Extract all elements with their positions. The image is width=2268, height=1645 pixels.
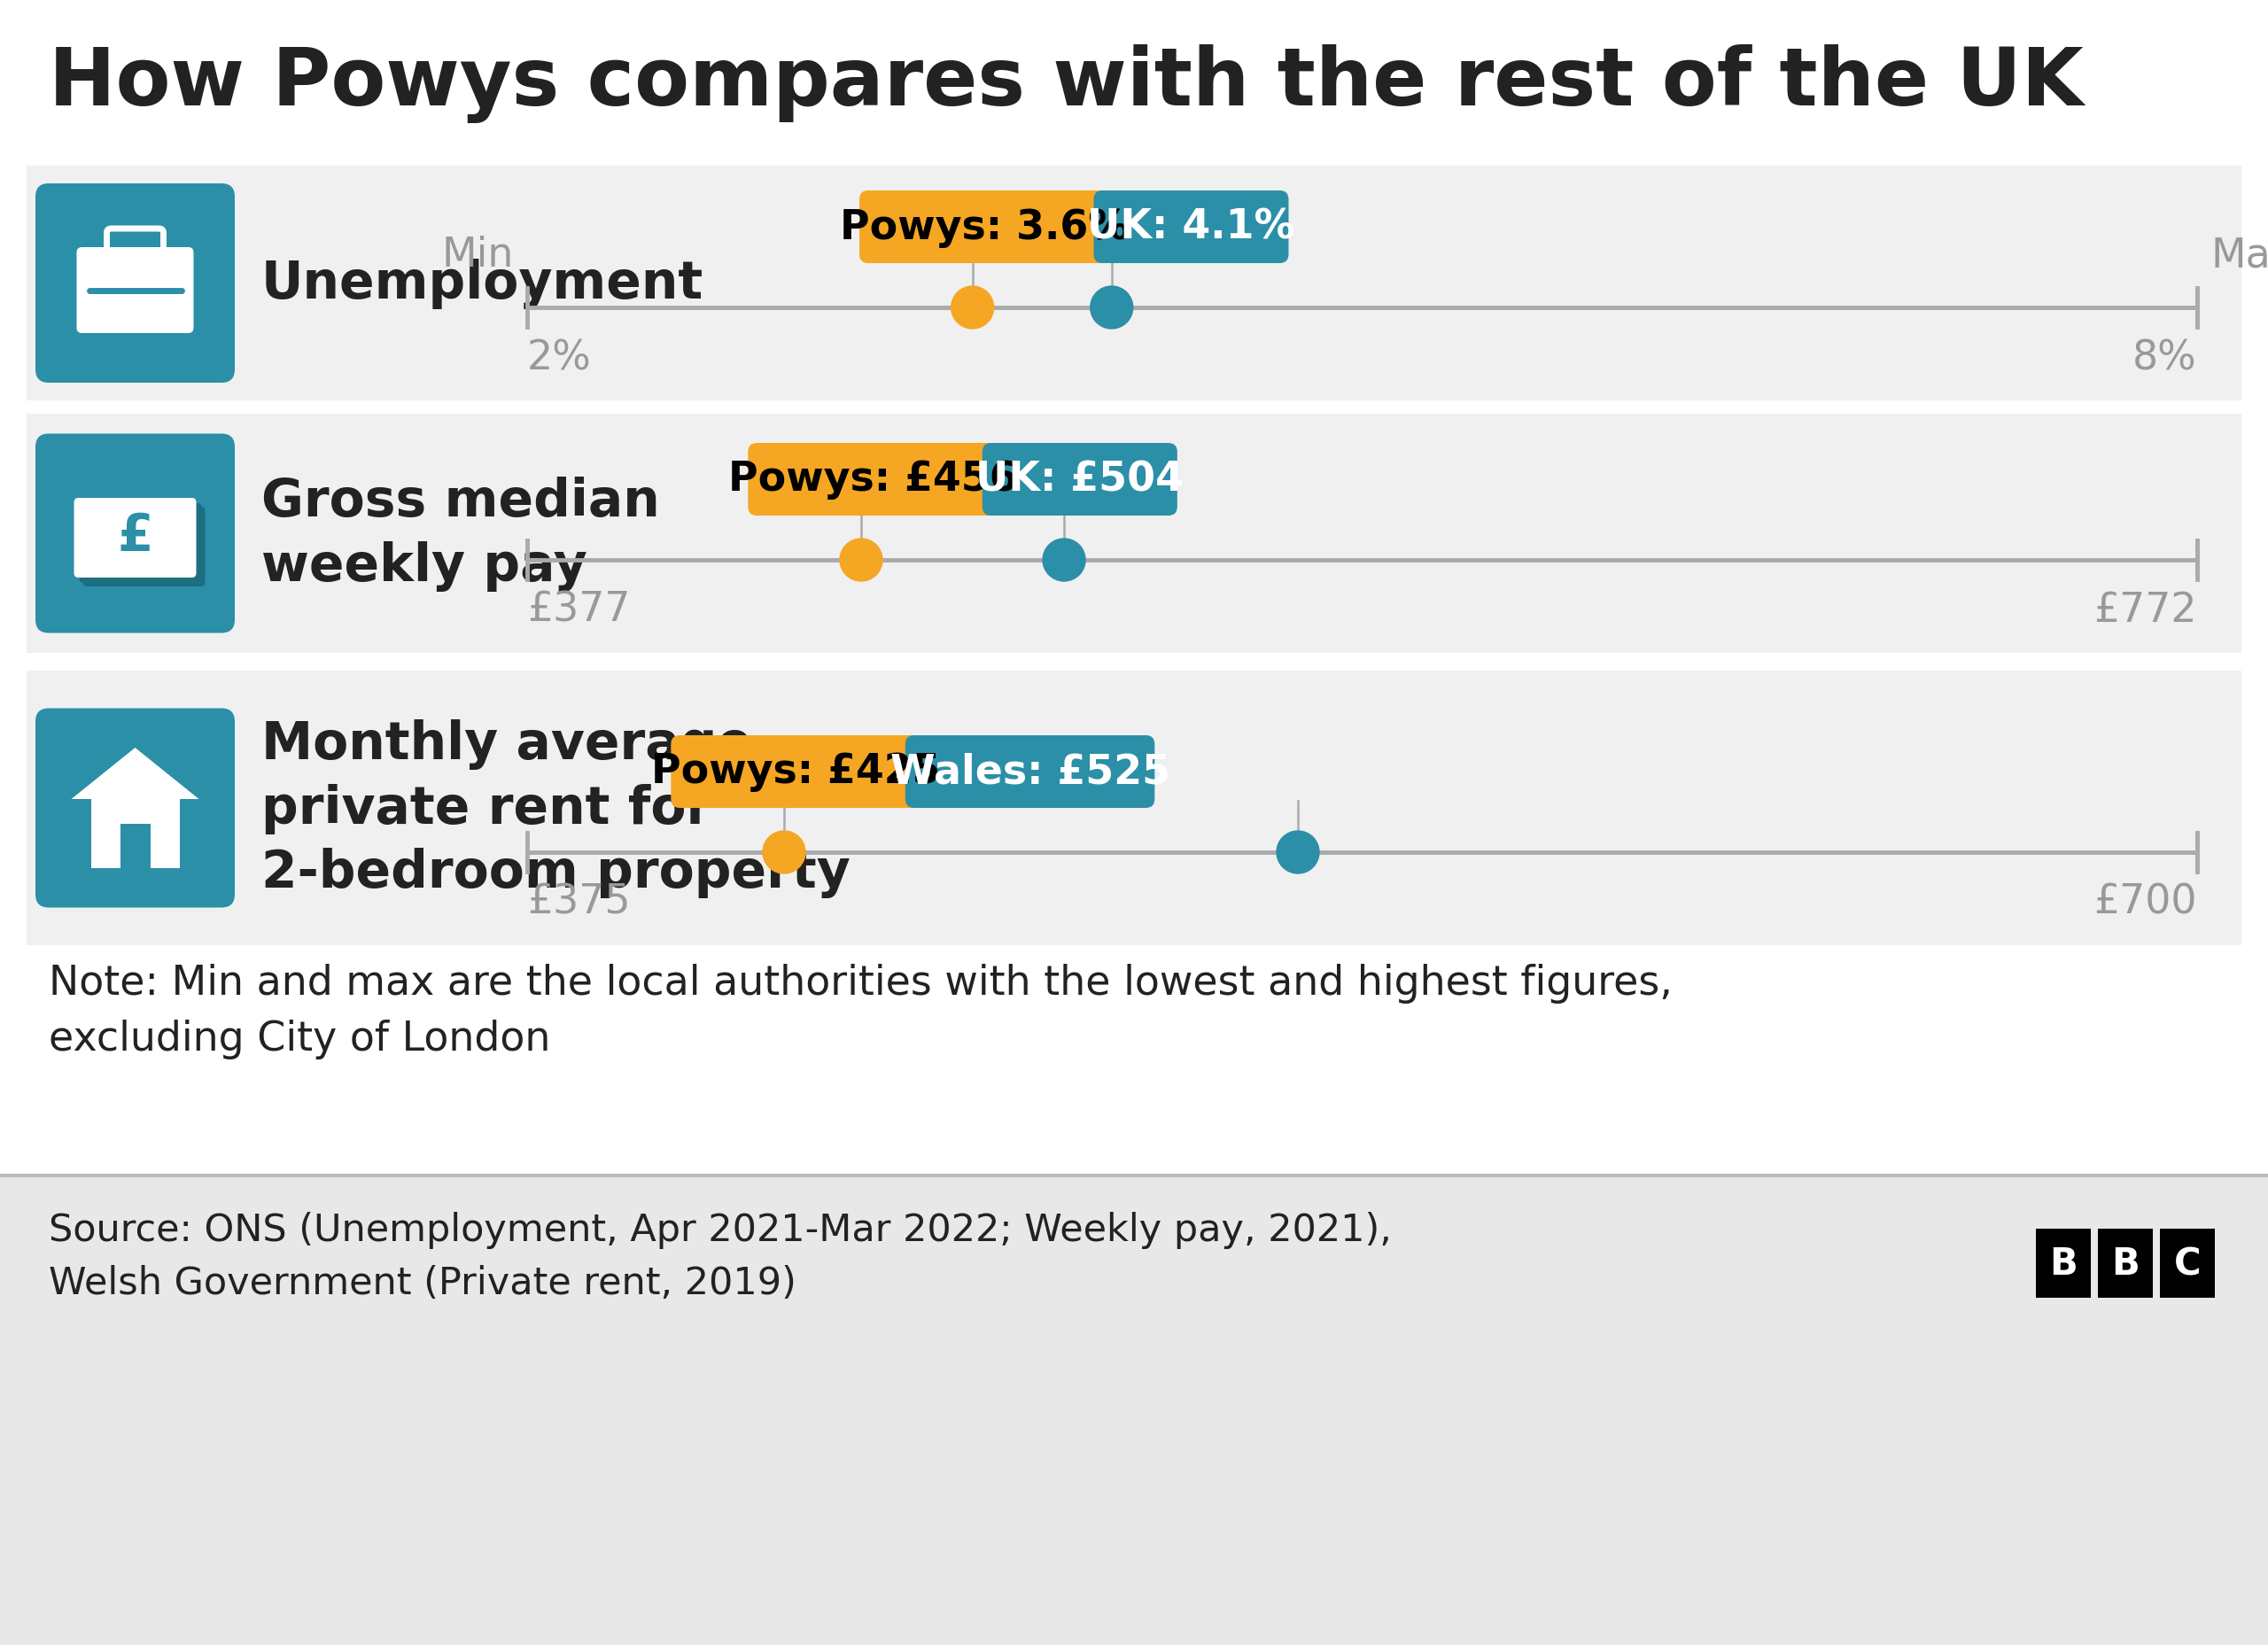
Text: How Powys compares with the rest of the UK: How Powys compares with the rest of the … <box>48 44 2084 123</box>
Bar <box>27 166 2241 401</box>
Circle shape <box>1091 286 1134 329</box>
Bar <box>2037 1229 2091 1298</box>
Text: UK: 4.1%: UK: 4.1% <box>1086 207 1295 247</box>
Bar <box>2098 1229 2152 1298</box>
Bar <box>120 824 150 869</box>
Circle shape <box>950 286 993 329</box>
Text: Max: Max <box>2211 235 2268 275</box>
Text: £772: £772 <box>2093 591 2198 630</box>
Text: £377: £377 <box>526 591 631 630</box>
Text: B: B <box>2112 1245 2139 1281</box>
Text: Source: ONS (Unemployment, Apr 2021-Mar 2022; Weekly pay, 2021),
Welsh Governmen: Source: ONS (Unemployment, Apr 2021-Mar … <box>48 1211 1393 1301</box>
Bar <box>2159 1229 2216 1298</box>
FancyBboxPatch shape <box>36 184 236 383</box>
Text: Powys: £425: Powys: £425 <box>651 752 941 791</box>
Text: C: C <box>2173 1245 2200 1281</box>
Text: Gross median
weekly pay: Gross median weekly pay <box>261 477 660 591</box>
Bar <box>91 799 179 869</box>
FancyBboxPatch shape <box>905 735 1154 808</box>
Bar <box>27 671 2241 946</box>
Text: Powys: 3.6%: Powys: 3.6% <box>839 207 1129 247</box>
Text: Monthly average
private rent for
2-bedroom property: Monthly average private rent for 2-bedro… <box>261 719 850 898</box>
Text: UK: £504: UK: £504 <box>975 461 1184 500</box>
FancyBboxPatch shape <box>982 444 1177 517</box>
FancyBboxPatch shape <box>77 248 193 334</box>
Text: £375: £375 <box>526 883 631 923</box>
Circle shape <box>762 831 805 873</box>
FancyBboxPatch shape <box>860 191 1109 263</box>
FancyBboxPatch shape <box>1093 191 1288 263</box>
Circle shape <box>1043 540 1086 582</box>
Text: Wales: £525: Wales: £525 <box>889 752 1170 791</box>
FancyBboxPatch shape <box>84 507 204 587</box>
Text: B: B <box>2050 1245 2077 1281</box>
Text: 2%: 2% <box>526 339 592 378</box>
Text: Powys: £456: Powys: £456 <box>728 461 1018 500</box>
Circle shape <box>839 540 882 582</box>
Text: 8%: 8% <box>2132 339 2198 378</box>
FancyBboxPatch shape <box>36 434 236 633</box>
Bar <box>0 1176 2268 1645</box>
Polygon shape <box>70 748 200 799</box>
FancyBboxPatch shape <box>79 503 202 584</box>
Text: Note: Min and max are the local authorities with the lowest and highest figures,: Note: Min and max are the local authorit… <box>48 964 1672 1058</box>
Text: £: £ <box>118 512 154 561</box>
FancyBboxPatch shape <box>36 709 236 908</box>
Circle shape <box>1277 831 1320 873</box>
Text: Unemployment: Unemployment <box>261 258 703 309</box>
FancyBboxPatch shape <box>748 444 998 517</box>
Text: £700: £700 <box>2093 883 2198 923</box>
Bar <box>27 415 2241 653</box>
FancyBboxPatch shape <box>671 735 921 808</box>
FancyBboxPatch shape <box>75 498 197 577</box>
Text: Min: Min <box>442 235 515 275</box>
